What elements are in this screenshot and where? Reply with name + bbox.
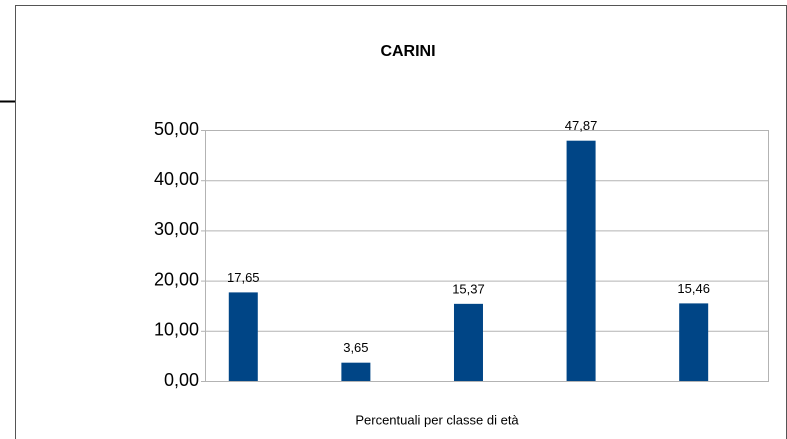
bar	[228, 292, 258, 381]
y-tick-label: 40,00	[154, 169, 199, 189]
plot-border	[205, 130, 769, 382]
y-tick-label: 20,00	[154, 269, 199, 289]
data-label: 15,46	[677, 281, 710, 296]
y-tick-label: 30,00	[154, 219, 199, 239]
data-label: 47,87	[565, 118, 598, 133]
x-axis-label: Percentuali per classe di età	[355, 412, 519, 427]
data-label: 3,65	[343, 340, 368, 355]
data-label: 15,37	[452, 281, 485, 296]
bar	[453, 303, 483, 381]
chart-title: CARINI	[380, 43, 435, 60]
data-label: 17,65	[227, 270, 260, 285]
bar	[341, 362, 371, 381]
chart-frame	[15, 5, 787, 439]
y-tick-label: 50,00	[154, 119, 199, 139]
y-tick-label: 10,00	[154, 320, 199, 340]
bar	[679, 303, 709, 381]
y-tick-label: 0,00	[164, 370, 199, 390]
bar	[566, 140, 596, 381]
